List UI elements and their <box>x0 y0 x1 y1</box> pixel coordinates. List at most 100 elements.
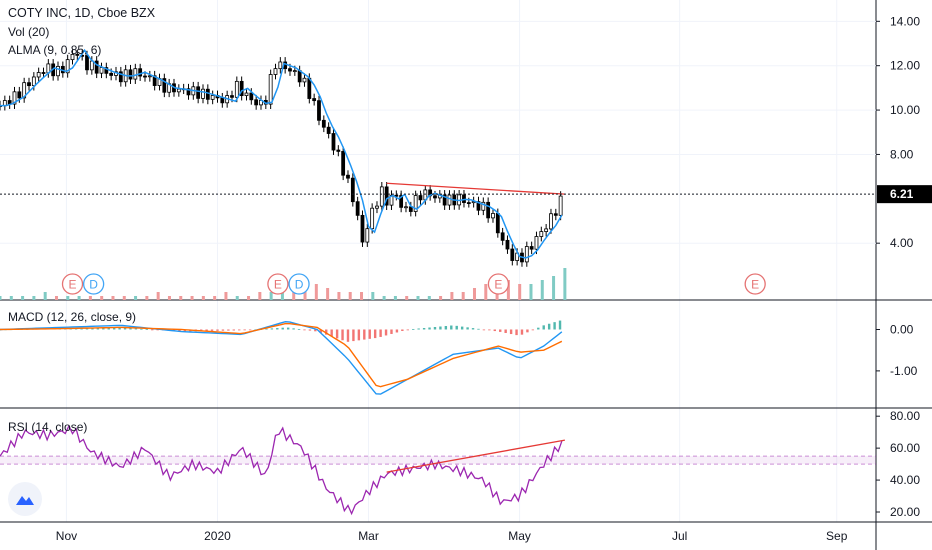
macd-histogram-bar <box>471 328 475 330</box>
candle-body <box>346 174 350 179</box>
candle-body <box>360 214 365 243</box>
rsi-tick-label: 40.00 <box>890 473 920 487</box>
x-tick-label: May <box>508 529 531 543</box>
macd-line <box>0 320 563 395</box>
candle-body <box>196 86 201 99</box>
chart-logo-icon <box>16 496 34 505</box>
signal-line <box>0 322 563 388</box>
macd-histogram-bar <box>547 323 551 330</box>
dividend-marker <box>288 273 310 295</box>
dividend-marker-label: D <box>89 278 98 292</box>
macd-histogram-bar <box>335 329 339 339</box>
macd-histogram-bar <box>248 329 252 331</box>
volume-bar <box>427 296 431 300</box>
earnings-marker-label: E <box>68 278 76 292</box>
price-tick-label: 4.00 <box>890 236 914 250</box>
price-tick-label: 14.00 <box>890 14 920 28</box>
volume-bar <box>77 296 81 300</box>
macd-histogram-bar <box>537 327 540 330</box>
candle-body <box>317 100 321 121</box>
macd-histogram-bar <box>390 329 393 334</box>
candle-body <box>201 88 205 99</box>
tradingview-logo[interactable] <box>8 482 42 516</box>
volume-bar <box>258 292 262 300</box>
candle-body <box>94 60 99 74</box>
candle-body <box>2 100 7 107</box>
macd-histogram-bar <box>417 328 420 330</box>
candle-body <box>143 75 147 78</box>
candle-body <box>481 201 486 211</box>
earnings-marker-label: E <box>274 278 282 292</box>
candle-body <box>297 70 302 83</box>
macd-histogram-bar <box>455 325 458 330</box>
candle-body <box>505 239 510 250</box>
earnings-marker <box>487 273 510 295</box>
candle-body <box>249 92 254 101</box>
candle-body <box>70 53 75 61</box>
macd-histogram-bar <box>140 328 143 330</box>
candle-body <box>495 213 500 234</box>
price-tick-label: 12.00 <box>890 59 920 73</box>
candle-body <box>341 151 346 176</box>
price-trendline <box>386 182 565 195</box>
alma-legend: ALMA (9, 0.85, 6) <box>8 43 102 57</box>
candle-body <box>370 207 375 230</box>
macd-histogram-bar <box>433 327 437 330</box>
volume-bar <box>416 296 420 300</box>
volume-bar <box>190 296 194 300</box>
macd-histogram-bar <box>363 329 366 340</box>
volume-bar <box>235 296 239 300</box>
candle-body <box>31 76 36 87</box>
volume-bar <box>156 292 160 300</box>
macd-histogram-bar <box>346 329 350 342</box>
macd-histogram-bar <box>477 328 480 330</box>
candle-body <box>539 231 544 237</box>
macd-histogram-bar <box>227 329 230 331</box>
macd-histogram-bar <box>178 329 181 332</box>
candle-body <box>210 95 215 100</box>
macd-histogram-bar <box>129 328 132 330</box>
candle-body <box>549 213 553 230</box>
candle-body <box>365 228 370 243</box>
volume-bar <box>450 292 454 300</box>
candle-body <box>442 194 447 206</box>
candle-body <box>36 72 41 78</box>
macd-histogram-bar <box>412 328 415 330</box>
candle-body <box>234 80 239 98</box>
macd-histogram-bar <box>123 327 127 330</box>
macd-histogram-bar <box>134 328 138 330</box>
macd-histogram-bar <box>493 329 496 332</box>
candle-body <box>331 133 336 151</box>
candle-body <box>278 61 283 70</box>
macd-histogram-bar <box>330 329 333 337</box>
volume-bar <box>337 292 341 300</box>
rsi-line <box>0 424 563 516</box>
volume-bar <box>540 280 544 300</box>
dividend-marker <box>82 273 105 295</box>
rsi-legend: RSI (14, close) <box>8 420 88 434</box>
volume-bar <box>360 292 364 300</box>
macd-histogram-bar <box>368 329 371 339</box>
macd-histogram-bar <box>216 329 219 331</box>
candle-body <box>350 177 355 203</box>
macd-histogram-bar <box>210 329 214 331</box>
price-tick-label: 10.00 <box>890 103 920 117</box>
macd-histogram-bar <box>482 329 486 331</box>
earnings-marker <box>267 273 289 295</box>
candle-body <box>553 213 558 216</box>
macd-histogram-bar <box>145 329 149 330</box>
candle-body <box>534 236 539 250</box>
macd-histogram-bar <box>183 329 187 332</box>
volume-bar <box>213 296 217 300</box>
candle-body <box>307 77 312 99</box>
candle-body <box>99 67 104 74</box>
macd-histogram-bar <box>444 326 448 330</box>
candle-body <box>239 80 244 96</box>
macd-histogram-bar <box>357 329 361 341</box>
volume-bar <box>134 296 138 300</box>
macd-histogram-bar <box>156 329 159 331</box>
candle-body <box>56 66 60 77</box>
volume-bar <box>0 296 2 300</box>
candle-body <box>109 72 114 76</box>
